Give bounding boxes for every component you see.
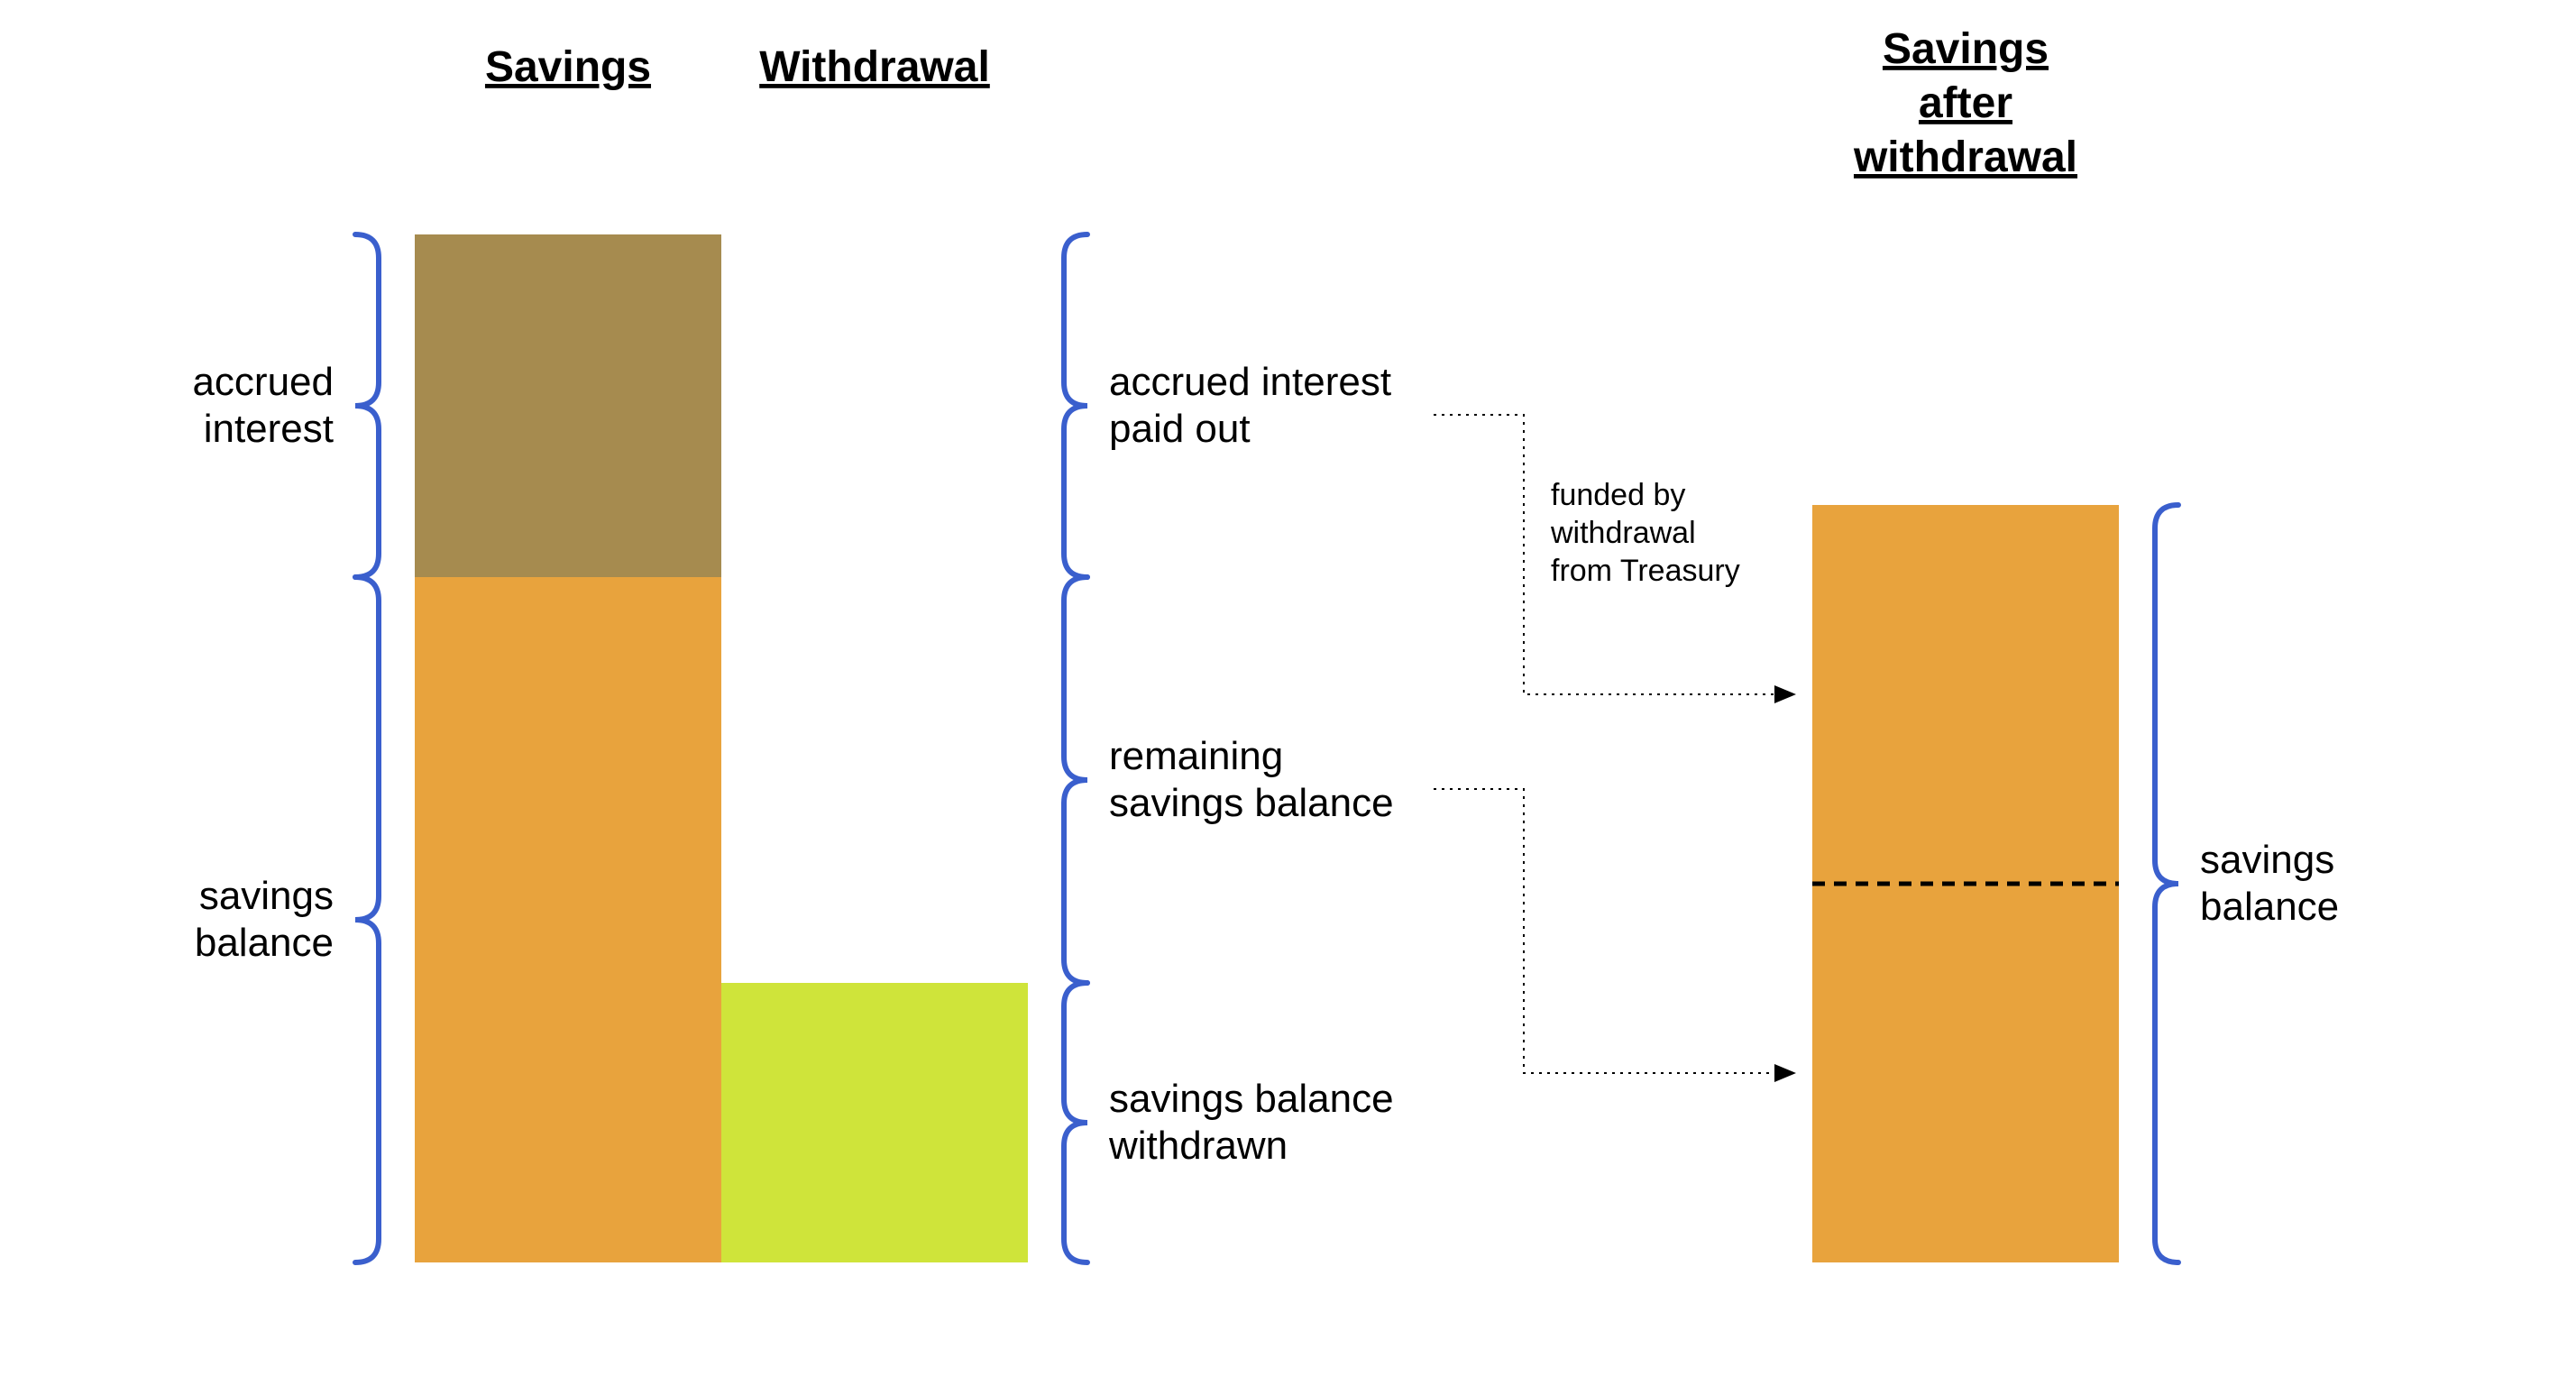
label-accrued-1: accrued <box>192 360 334 404</box>
label-right-savings-2: balance <box>2200 885 2339 929</box>
bar-withdrawal <box>721 983 1028 1262</box>
label-savings-1: savings <box>199 874 334 918</box>
heading-after-2: after <box>1919 79 2012 127</box>
label-remaining-2: savings balance <box>1109 781 1394 825</box>
label-withdrawn-1: savings balance <box>1109 1077 1394 1121</box>
label-savings-2: balance <box>195 921 334 965</box>
label-funded-1: funded by <box>1551 478 1685 512</box>
label-paid-2: paid out <box>1109 407 1251 451</box>
heading-after-3: withdrawal <box>1853 133 2077 181</box>
heading-after-1: Savings <box>1883 25 2049 73</box>
label-accrued-2: interest <box>204 407 334 451</box>
bar-accrued-interest <box>415 234 721 577</box>
label-funded-3: from Treasury <box>1551 554 1740 588</box>
bar-savings-balance <box>415 577 721 1262</box>
label-withdrawn-2: withdrawn <box>1108 1124 1288 1168</box>
label-funded-2: withdrawal <box>1550 516 1696 550</box>
label-right-savings-1: savings <box>2200 838 2334 882</box>
heading-savings: Savings <box>485 43 651 91</box>
label-paid-1: accrued interest <box>1109 360 1391 404</box>
label-remaining-1: remaining <box>1109 734 1283 778</box>
heading-withdrawal: Withdrawal <box>759 43 990 91</box>
